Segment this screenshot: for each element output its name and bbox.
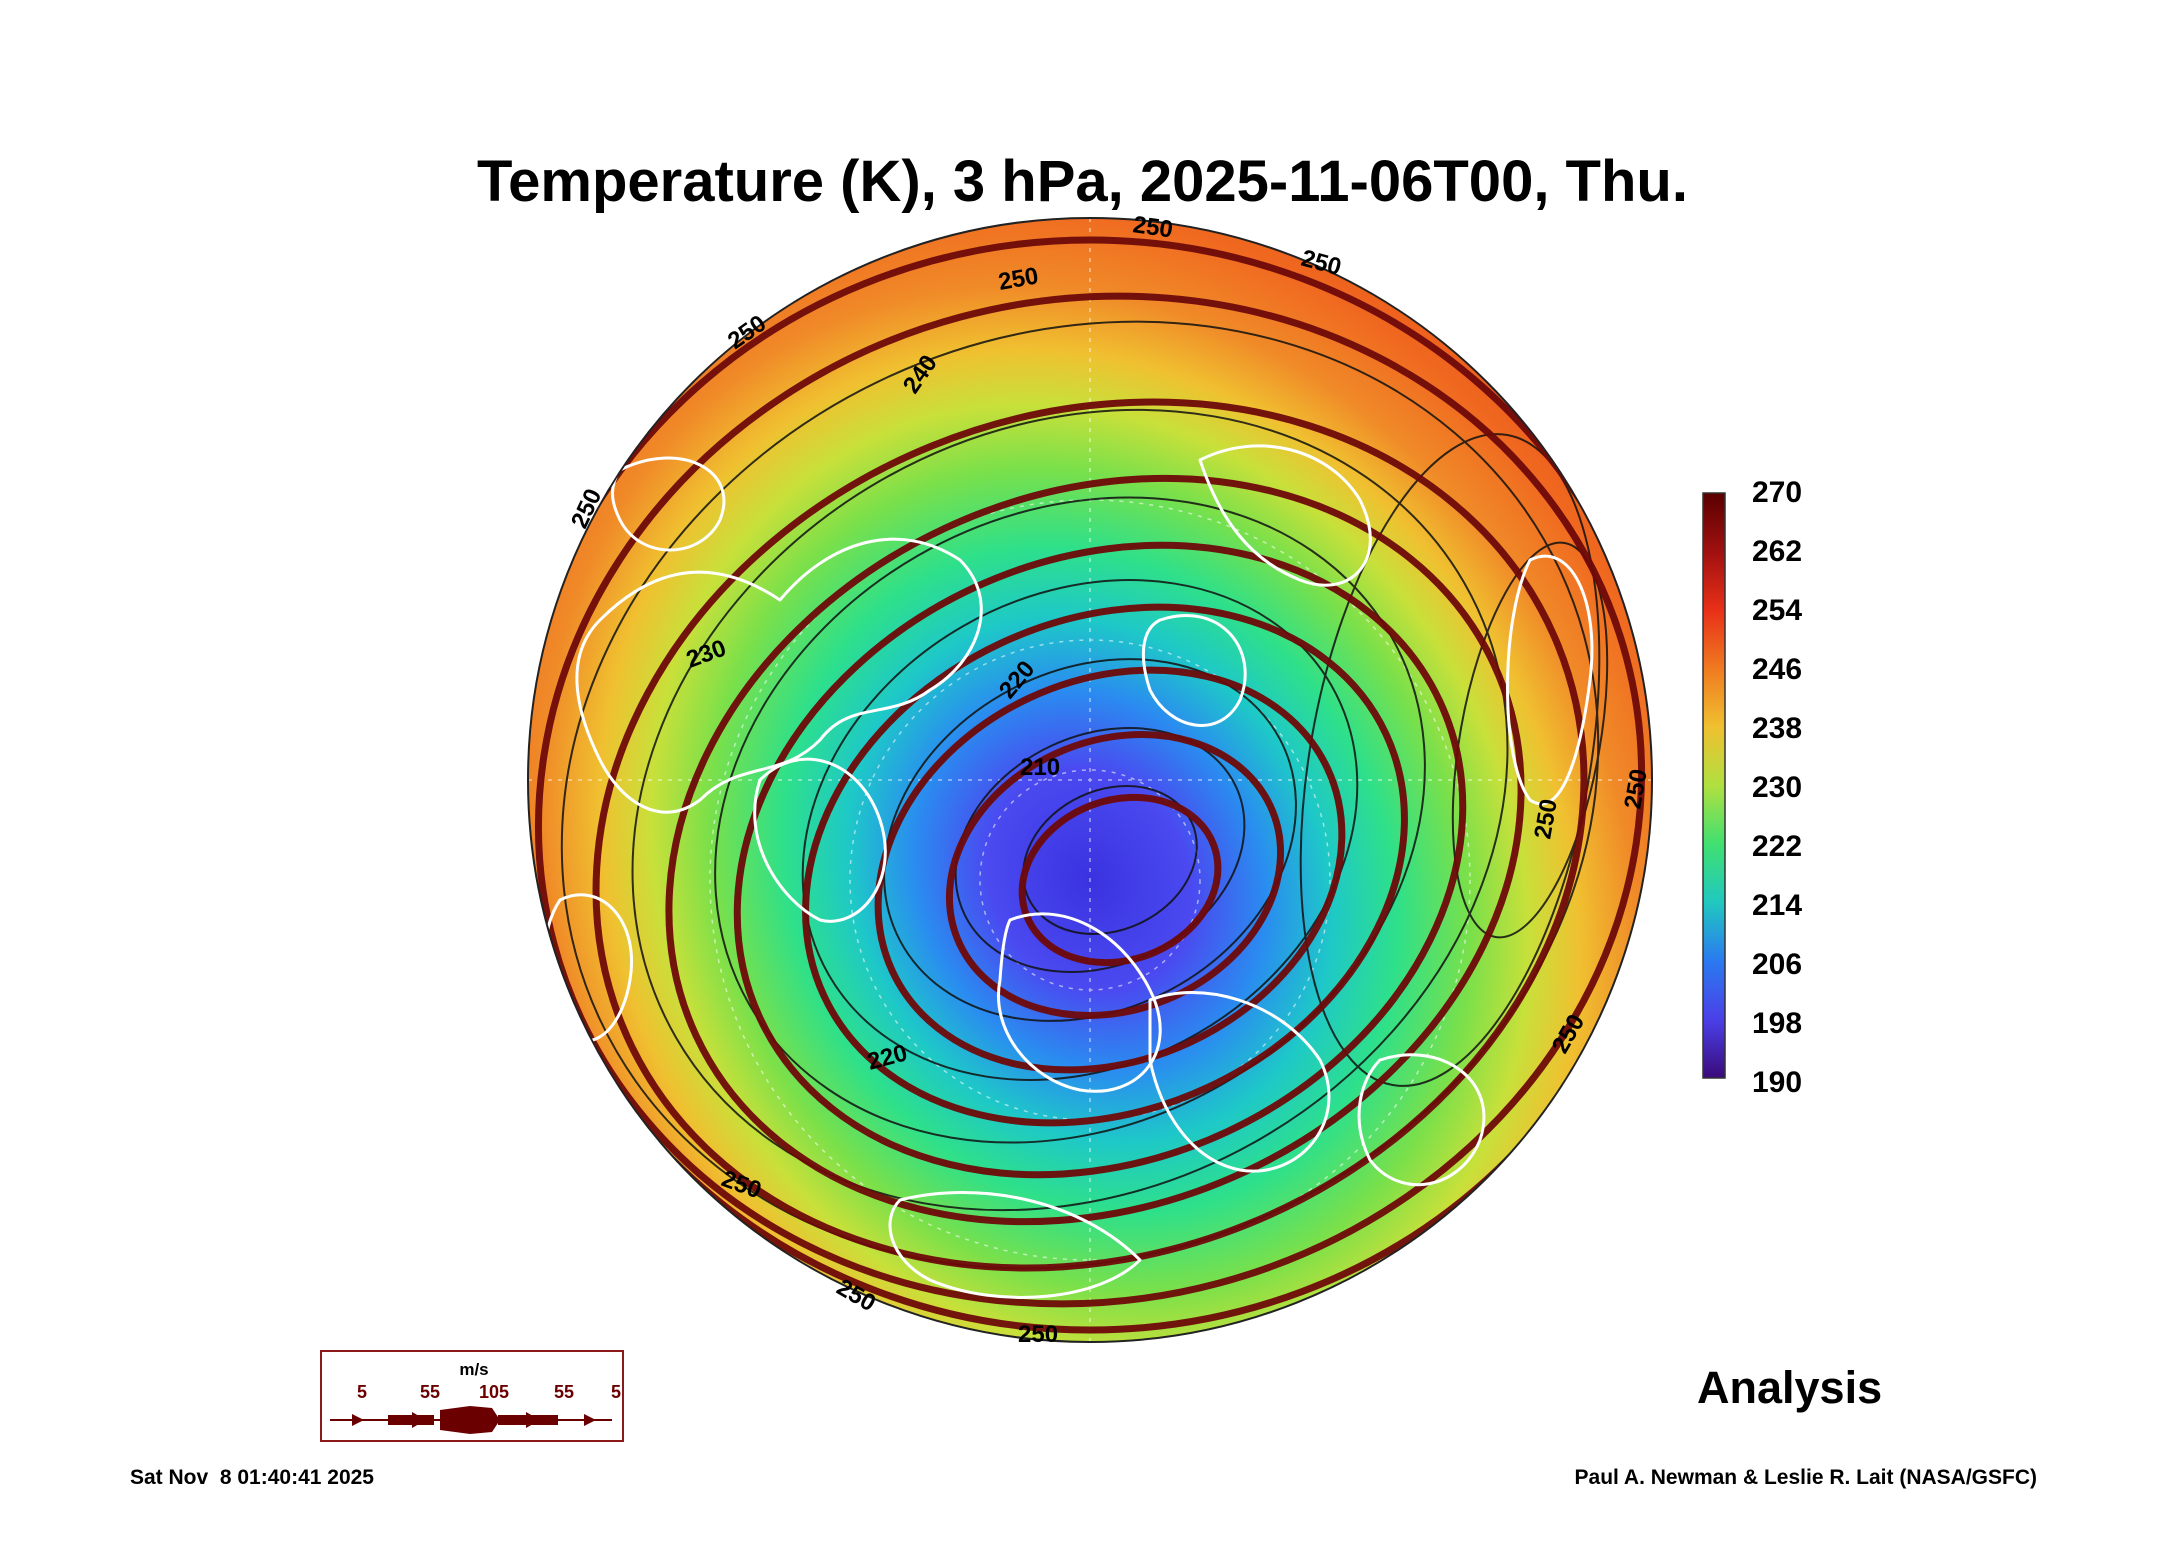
map-title: Temperature (K), 3 hPa, 2025-11-06T00, T… (477, 149, 1688, 214)
overlay-group (528, 218, 1652, 1342)
colorbar-label: 262 (1752, 535, 1803, 568)
wind-legend-arrow (330, 1406, 612, 1434)
colorbar-label: 270 (1752, 476, 1803, 509)
colorbar-label: 238 (1752, 712, 1803, 745)
colorbar-gradient (1702, 492, 1726, 1079)
credit: Paul A. Newman & Leslie R. Lait (NASA/GS… (1574, 1466, 2037, 1489)
wind-streamlines (528, 236, 1652, 1334)
colorbar-label: 222 (1752, 830, 1803, 863)
globe (527, 217, 1653, 1343)
coastlines (543, 444, 1594, 1299)
contour-label: 210 (1020, 754, 1060, 781)
colorbar-label: 190 (1752, 1066, 1803, 1099)
wind-legend-speed: 5 (356, 1382, 367, 1402)
colorbar-label: 246 (1752, 653, 1803, 686)
wind-legend-unit: m/s (459, 1360, 489, 1379)
analysis-label: Analysis (1697, 1362, 1883, 1413)
colorbar-label: 254 (1752, 594, 1803, 627)
wind-legend-speed: 55 (553, 1382, 575, 1402)
colorbar-label: 198 (1752, 1007, 1803, 1040)
wind-legend-speed: 55 (419, 1382, 441, 1402)
wind-speed-legend: m/s 5 55 105 55 5 (320, 1350, 624, 1442)
graticule (528, 218, 1652, 1342)
colorbar-label: 206 (1752, 948, 1803, 981)
wind-legend-speed: 5 (610, 1382, 621, 1402)
timestamp: Sat Nov 8 01:40:41 2025 (130, 1466, 374, 1489)
colorbar-label: 230 (1752, 771, 1803, 804)
globe-outline (527, 217, 1653, 1343)
colorbar-label: 214 (1752, 889, 1803, 922)
contour-label: 250 (1018, 1321, 1058, 1348)
colorbar (1702, 492, 1726, 1079)
wind-legend-speed: 105 (478, 1382, 510, 1402)
contour-label: 250 (1131, 211, 1174, 243)
